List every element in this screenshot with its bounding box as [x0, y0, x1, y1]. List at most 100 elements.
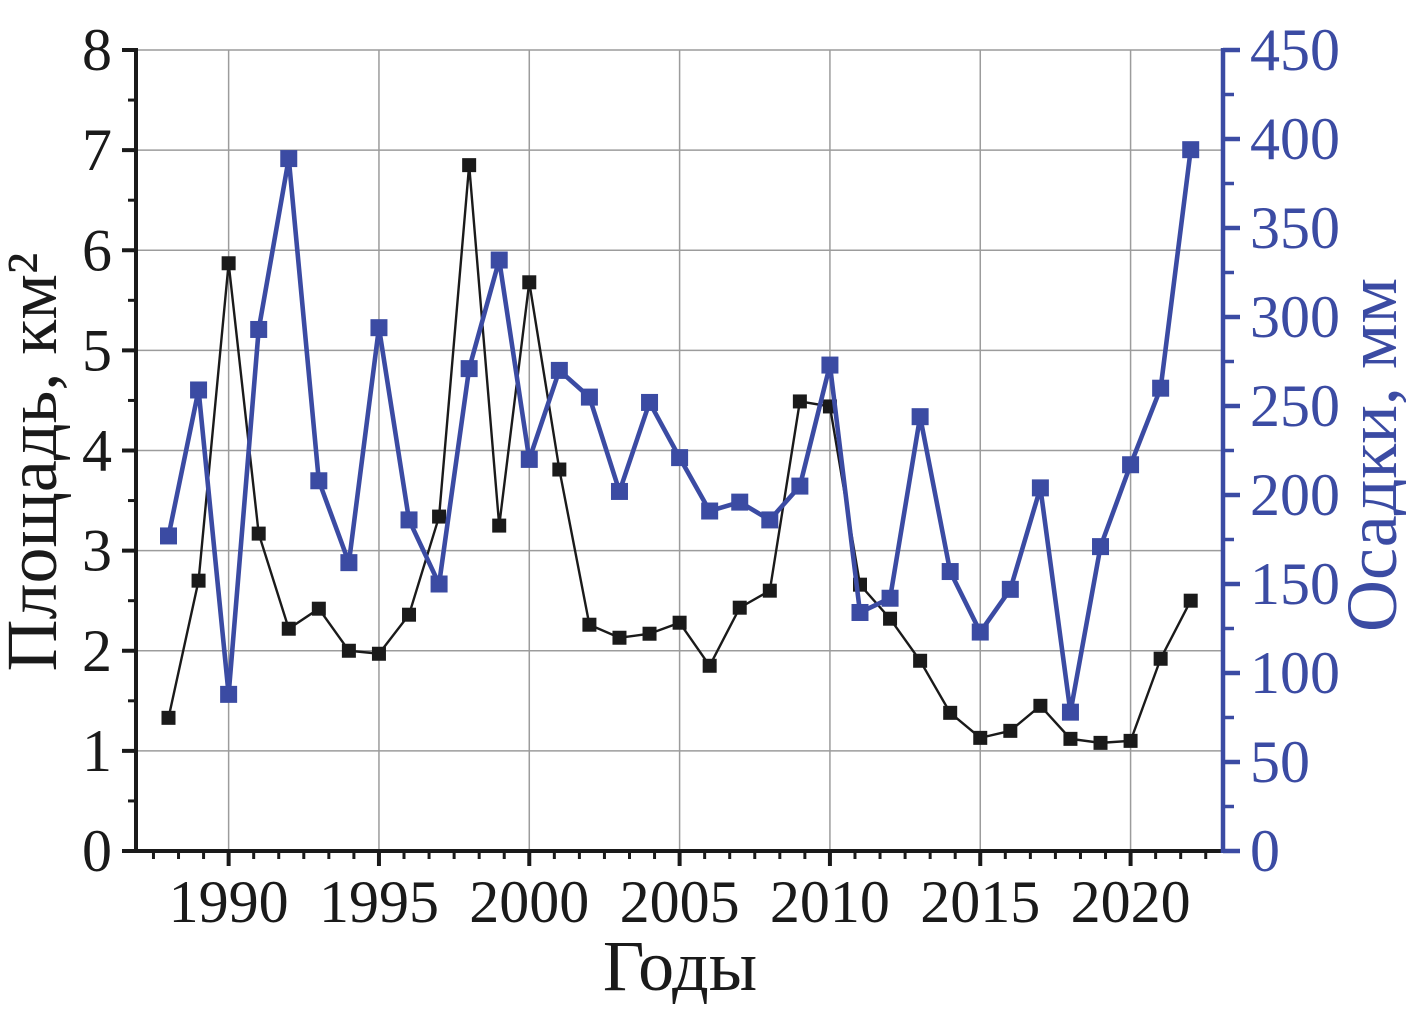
area-marker	[402, 607, 417, 622]
area-marker	[371, 646, 386, 661]
area-marker	[672, 615, 687, 630]
left-tick-label: 8	[82, 17, 112, 83]
area-marker	[1123, 733, 1138, 748]
precip-marker	[851, 603, 869, 621]
x-axis-title: Годы	[603, 926, 757, 1006]
area-marker	[943, 705, 958, 720]
precip-marker	[1031, 479, 1049, 497]
left-tick-label: 4	[82, 418, 112, 484]
precip-marker	[1122, 456, 1140, 474]
precip-marker	[1152, 379, 1170, 397]
left-tick-label: 5	[82, 317, 112, 383]
precip-marker	[340, 554, 358, 572]
area-marker	[251, 526, 266, 541]
left-tick-label: 0	[82, 818, 112, 884]
area-marker	[642, 626, 657, 641]
right-tick-label: 350	[1250, 195, 1340, 261]
area-marker	[341, 643, 356, 658]
precip-marker	[460, 360, 478, 378]
precip-marker	[490, 251, 508, 269]
right-tick-label: 150	[1250, 551, 1340, 617]
area-marker	[883, 611, 898, 626]
area-marker	[582, 617, 597, 632]
right-axis-title: Осадки, мм	[1332, 278, 1406, 632]
area-marker	[913, 653, 928, 668]
precip-marker	[400, 511, 418, 529]
left-tick-label: 3	[82, 518, 112, 584]
precip-marker	[160, 527, 177, 545]
area-marker	[462, 158, 477, 173]
precip-marker	[280, 150, 298, 168]
area-marker	[522, 275, 537, 290]
area-marker	[492, 518, 507, 533]
precip-marker	[550, 361, 568, 379]
precip-marker	[310, 472, 328, 490]
bottom-tick-label: 2010	[770, 869, 890, 935]
precip-marker	[1001, 580, 1019, 598]
area-marker	[1153, 651, 1168, 666]
precip-marker	[791, 477, 809, 495]
area-marker	[702, 658, 717, 673]
tick-labels-layer: 0 1 2 3 4 5 6 7 8 1990 1995 2000 2005 2010 2015 2020 0 50…	[82, 17, 1340, 935]
left-tick-label: 7	[82, 117, 112, 183]
precip-marker	[220, 685, 238, 703]
precip-marker	[701, 502, 719, 520]
right-tick-label: 100	[1250, 640, 1340, 706]
precip-marker	[190, 381, 208, 399]
right-tick-label: 300	[1250, 284, 1340, 350]
bottom-tick-label: 2015	[920, 869, 1040, 935]
precip-marker	[370, 319, 388, 337]
bottom-tick-label: 2000	[469, 869, 589, 935]
precip-marker	[430, 575, 448, 593]
left-tick-label: 6	[82, 217, 112, 283]
area-marker	[1093, 735, 1108, 750]
bottom-tick-label: 1990	[169, 869, 289, 935]
right-tick-label: 200	[1250, 462, 1340, 528]
area-marker	[311, 601, 326, 616]
left-axis-title: Площадь, км²	[0, 253, 72, 672]
area-marker	[762, 583, 777, 598]
right-tick-label: 450	[1250, 17, 1340, 83]
area-marker	[1033, 698, 1048, 713]
precip-marker	[911, 408, 929, 426]
left-tick-label: 1	[82, 718, 112, 784]
area-marker	[281, 621, 296, 636]
precip-marker	[1061, 703, 1079, 721]
right-tick-label: 400	[1250, 106, 1340, 172]
precip-marker	[250, 320, 268, 338]
left-tick-label: 2	[82, 618, 112, 684]
area-marker	[552, 462, 567, 477]
precip-marker	[641, 393, 659, 411]
area-marker	[1063, 731, 1078, 746]
area-marker	[792, 394, 807, 409]
area-marker	[612, 630, 627, 645]
area-marker	[191, 573, 206, 588]
right-tick-label: 50	[1250, 729, 1310, 795]
precip-marker	[1182, 141, 1200, 159]
precip-marker	[821, 356, 839, 374]
precip-marker	[610, 482, 628, 500]
area-marker	[1183, 593, 1198, 608]
area-marker	[732, 600, 747, 615]
bottom-tick-label: 2005	[620, 869, 740, 935]
precip-marker	[941, 563, 959, 581]
precip-marker	[761, 511, 779, 529]
area-marker	[1003, 723, 1018, 738]
precip-marker	[881, 589, 899, 607]
precip-marker	[971, 623, 989, 641]
precip-marker	[671, 449, 689, 467]
area-marker	[973, 730, 988, 745]
area-marker	[432, 509, 447, 524]
series-layer	[160, 141, 1200, 750]
axes-layer	[122, 47, 1240, 866]
bottom-tick-label: 2020	[1071, 869, 1191, 935]
precip-marker	[731, 493, 749, 511]
area-marker	[161, 710, 176, 725]
right-tick-label: 250	[1250, 373, 1340, 439]
precip-series	[160, 141, 1200, 721]
precip-marker	[580, 388, 598, 406]
bottom-tick-label: 1995	[319, 869, 439, 935]
precip-marker	[520, 450, 538, 468]
